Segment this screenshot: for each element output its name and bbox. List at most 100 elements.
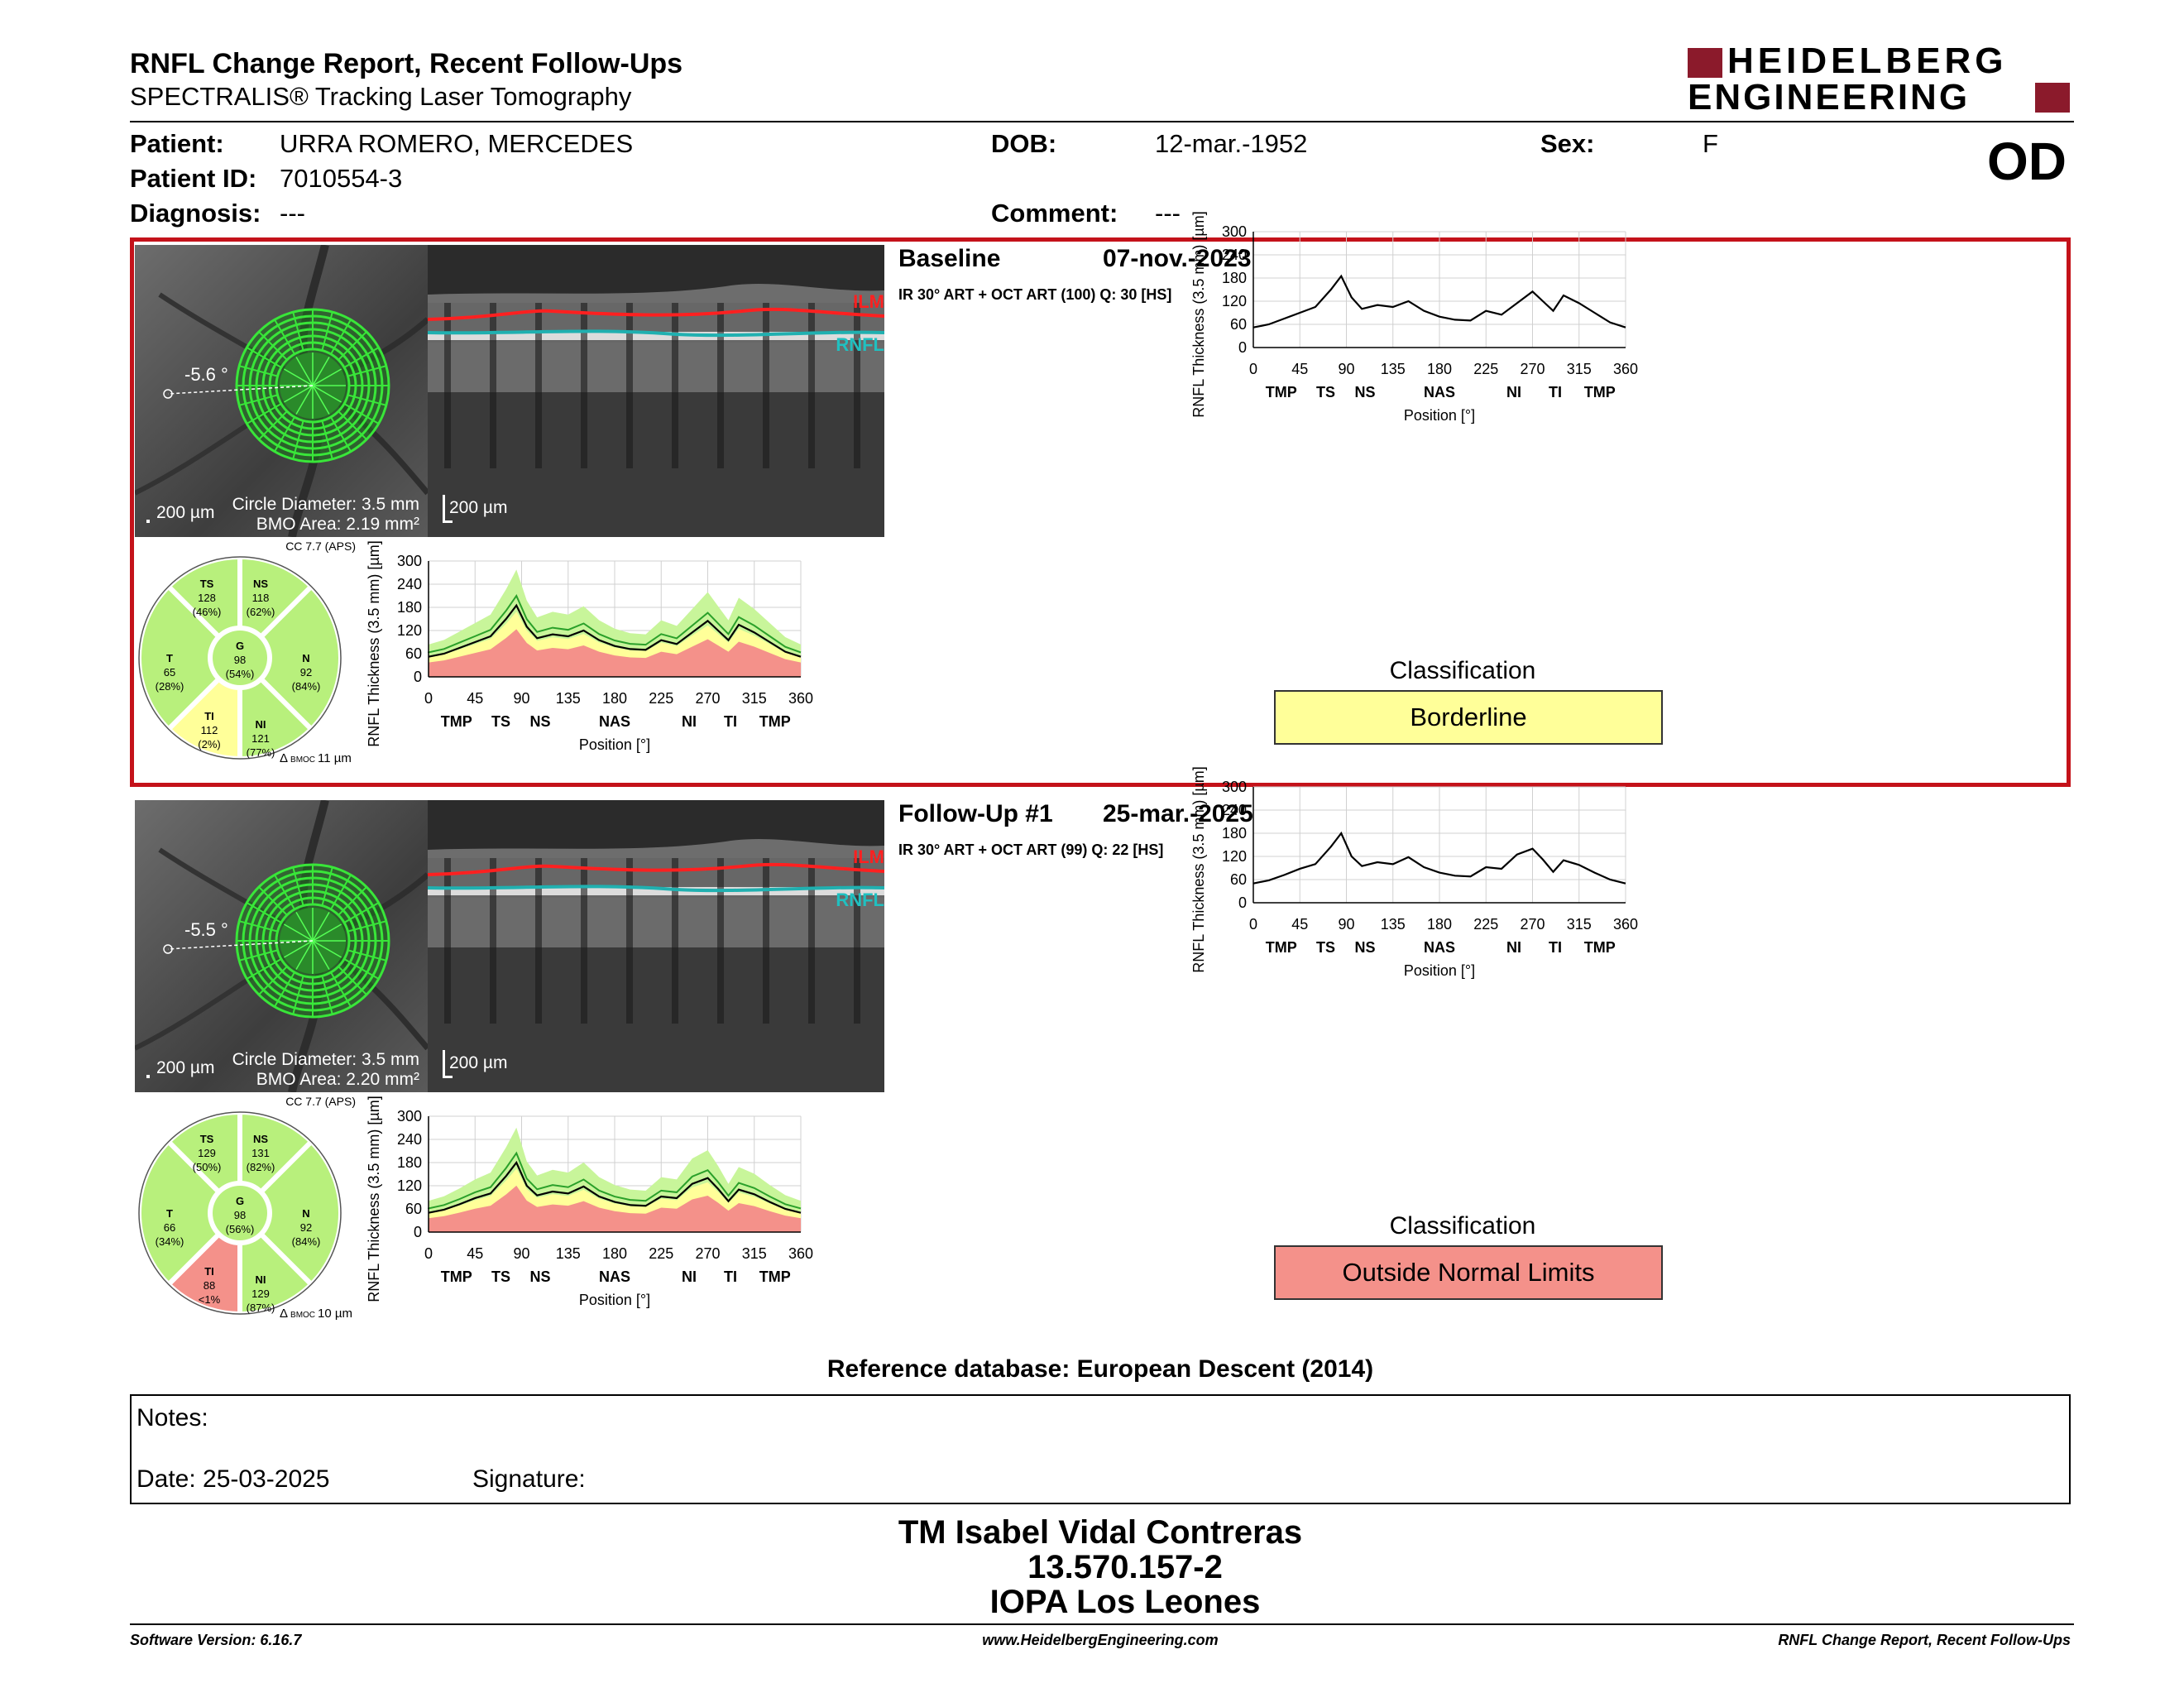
- scan-radial: [238, 920, 278, 933]
- vessel-shadow: [717, 858, 724, 1024]
- x-tick-label: 360: [1613, 916, 1638, 933]
- x-tick-label: 270: [695, 690, 720, 707]
- scan-radial: [347, 920, 387, 933]
- scan-radial: [274, 874, 295, 910]
- normative-mean-line: [428, 594, 802, 654]
- fundus-overlay: [135, 800, 428, 1092]
- fundus-image: -5.5 ° 200 µm Circle Diameter: 3.5 mm BMO A…: [135, 800, 428, 1092]
- vessel-shadow: [763, 303, 769, 468]
- vessel-shadow: [808, 858, 815, 1024]
- scan-radial: [330, 874, 352, 910]
- disc-radial: [312, 385, 330, 415]
- fovea-marker: [163, 944, 173, 954]
- x-tick-label: 180: [1427, 361, 1452, 377]
- sector-axis-label: NS: [1354, 939, 1375, 956]
- sector-name: NI: [256, 1273, 266, 1286]
- sector-name: T: [166, 1207, 173, 1220]
- outside-band: [429, 629, 801, 677]
- website-link[interactable]: www.HeidelbergEngineering.com: [982, 1632, 1219, 1648]
- oct-bscan: ILM RNFL 200 µm: [428, 245, 884, 537]
- fundus-scale-label: 200 µm: [156, 1058, 215, 1077]
- scan-radial: [321, 976, 333, 1015]
- y-tick-label: 180: [397, 599, 422, 616]
- sector-axis-label: NAS: [599, 1268, 630, 1285]
- sector-chart: TS128(46%)NS118(62%)T65(28%)G98(54%)N92(…: [136, 554, 343, 761]
- sector-axis-label: TS: [1316, 384, 1335, 400]
- ilm-label: ILM: [853, 846, 884, 867]
- x-axis-title: Position [°]: [1404, 962, 1475, 979]
- x-tick-label: 225: [1473, 361, 1498, 377]
- x-tick-label: 135: [1381, 361, 1406, 377]
- sector-value: 66: [164, 1221, 175, 1234]
- vessel-shadow: [490, 858, 496, 1024]
- sector-name: TS: [200, 578, 214, 590]
- signatory-name: TM Isabel Vidal Contreras: [898, 1514, 1303, 1551]
- sector-value: 131: [251, 1147, 270, 1159]
- sector-percentile: (84%): [292, 1235, 321, 1248]
- circle-diameter: Circle Diameter: 3.5 mm: [232, 495, 419, 514]
- bmo-area: BMO Area: 2.20 mm²: [256, 1070, 419, 1089]
- cc-label: CC 7.7 (APS): [285, 1095, 356, 1108]
- exam-label: Follow-Up #1: [898, 800, 1053, 827]
- disc-radial: [283, 923, 314, 942]
- x-axis-title: Position [°]: [579, 736, 650, 753]
- rpe-band: [428, 332, 884, 340]
- sector-axis-label: TMP: [1266, 939, 1297, 956]
- sector-axis-label: TS: [491, 713, 510, 730]
- sex-label: Sex:: [1540, 129, 1595, 158]
- x-tick-label: 0: [1249, 916, 1257, 933]
- vessel-shadow: [444, 303, 451, 468]
- x-tick-label: 135: [1381, 916, 1406, 933]
- normative-mean-line: [428, 1151, 802, 1210]
- y-tick-label: 240: [397, 576, 422, 592]
- x-tick-label: 0: [1249, 361, 1257, 377]
- x-tick-label: 135: [556, 690, 581, 707]
- fundus-scale-label: 200 µm: [156, 503, 215, 522]
- sector-value: 112: [201, 724, 218, 736]
- patient-id-label: Patient ID:: [130, 164, 257, 193]
- sector-axis-label: TI: [724, 713, 737, 730]
- sector-value: 129: [251, 1288, 270, 1300]
- sector-percentile: (34%): [156, 1235, 184, 1248]
- bmoc-sub: BMOC: [290, 755, 316, 765]
- x-tick-label: 270: [1520, 916, 1545, 933]
- diagnosis-value: ---: [280, 199, 305, 228]
- sector-value: 92: [300, 666, 312, 679]
- rpe-band: [428, 887, 884, 895]
- x-tick-label: 90: [513, 690, 529, 707]
- thickness-line: [428, 1160, 802, 1214]
- x-tick-label: 315: [1567, 916, 1592, 933]
- bmoc-value: 10 µm: [318, 1307, 353, 1321]
- scan-radial: [238, 365, 278, 377]
- y-tick-label: 300: [397, 553, 422, 569]
- heidelberg-logo: HEIDELBERG ENGINEERING: [1688, 43, 2072, 116]
- scan-radial: [274, 416, 295, 453]
- sector-percentile: (87%): [247, 1302, 275, 1314]
- sector-value: 118: [252, 592, 270, 604]
- scan-radial: [330, 319, 352, 355]
- bmoc-label: Δ BMOC 10 µm: [280, 1307, 352, 1321]
- oct-scale-bar: [443, 495, 445, 523]
- sector-g: [213, 1186, 267, 1240]
- signature-label: Signature:: [472, 1465, 586, 1493]
- y-axis-title: RNFL Thickness (3.5 mm) [µm]: [366, 540, 382, 746]
- scan-radial: [258, 966, 288, 995]
- y-tick-label: 0: [1238, 339, 1247, 356]
- y-axis-title: RNFL Thickness (3.5 mm) [µm]: [1190, 766, 1207, 972]
- classification-box: Outside Normal Limits: [1274, 1245, 1663, 1300]
- y-tick-label: 60: [405, 1201, 422, 1217]
- x-tick-label: 360: [788, 690, 813, 707]
- scan-radial: [292, 976, 304, 1015]
- x-tick-label: 90: [513, 1245, 529, 1262]
- scan-radial: [258, 331, 288, 361]
- x-tick-label: 315: [1567, 361, 1592, 377]
- classification-label: Classification: [1389, 1212, 1536, 1240]
- sector-percentile: (77%): [247, 746, 275, 759]
- patient-label: Patient:: [130, 129, 224, 158]
- scan-radial: [292, 866, 304, 906]
- sector-name: N: [302, 652, 309, 664]
- sector-name: G: [236, 1195, 244, 1207]
- scan-radial: [258, 410, 288, 440]
- sector-axis-label: TI: [1549, 939, 1562, 956]
- thickness-line: [1252, 831, 1626, 885]
